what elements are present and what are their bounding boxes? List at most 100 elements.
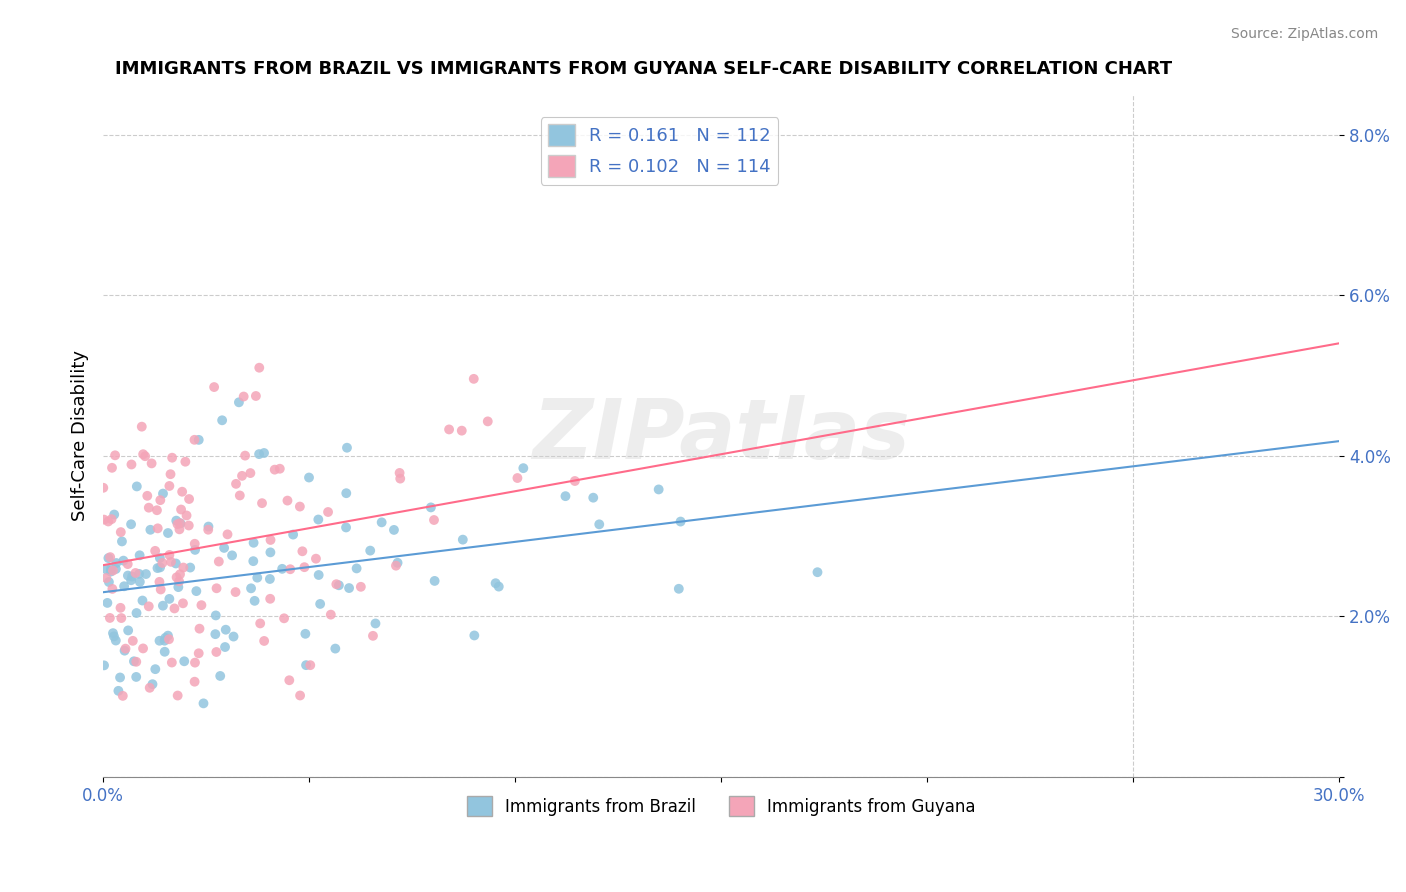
Point: [328, 578, 350, 592]
Point: [305, 551, 328, 566]
Point: [278, 562, 301, 576]
Point: [152, 599, 174, 613]
Point: [288, 689, 311, 703]
Point: [187, 433, 209, 447]
Point: [177, 491, 200, 506]
Point: [97, 515, 120, 529]
Point: [117, 568, 139, 582]
Text: Source: ZipAtlas.com: Source: ZipAtlas.com: [1230, 27, 1378, 41]
Point: [110, 525, 132, 540]
Point: [239, 466, 262, 480]
Point: [242, 554, 264, 568]
Point: [148, 633, 170, 648]
Point: [269, 461, 291, 475]
Point: [157, 591, 180, 606]
Point: [271, 562, 294, 576]
Point: [295, 658, 318, 673]
Point: [423, 513, 446, 527]
Point: [246, 571, 269, 585]
Point: [149, 551, 172, 566]
Point: [141, 456, 163, 470]
Point: [165, 514, 187, 528]
Point: [346, 561, 368, 575]
Point: [242, 535, 264, 549]
Text: ZIPatlas: ZIPatlas: [533, 395, 910, 476]
Point: [359, 543, 381, 558]
Point: [100, 512, 122, 526]
Point: [323, 641, 346, 656]
Point: [169, 522, 191, 536]
Point: [389, 472, 412, 486]
Point: [134, 449, 156, 463]
Point: [253, 446, 276, 460]
Point: [96, 571, 118, 585]
Point: [98, 611, 121, 625]
Point: [128, 566, 150, 581]
Point: [276, 493, 298, 508]
Point: [387, 556, 409, 570]
Point: [291, 544, 314, 558]
Point: [136, 489, 159, 503]
Point: [336, 441, 359, 455]
Point: [104, 562, 127, 576]
Point: [172, 596, 194, 610]
Point: [419, 500, 441, 515]
Point: [214, 640, 236, 654]
Point: [138, 681, 160, 695]
Point: [141, 677, 163, 691]
Point: [247, 447, 270, 461]
Point: [149, 560, 172, 574]
Point: [451, 533, 474, 547]
Point: [132, 641, 155, 656]
Point: [240, 582, 263, 596]
Point: [131, 593, 153, 607]
Point: [93, 658, 115, 673]
Point: [167, 574, 190, 589]
Point: [325, 577, 347, 591]
Point: [423, 574, 446, 588]
Point: [160, 656, 183, 670]
Point: [121, 458, 143, 472]
Point: [582, 491, 605, 505]
Point: [385, 558, 408, 573]
Point: [253, 634, 276, 648]
Point: [169, 567, 191, 582]
Point: [309, 597, 332, 611]
Point: [335, 486, 357, 500]
Point: [112, 579, 135, 593]
Point: [111, 534, 134, 549]
Point: [152, 556, 174, 570]
Point: [174, 455, 197, 469]
Point: [149, 493, 172, 508]
Point: [101, 564, 124, 578]
Point: [463, 628, 485, 642]
Point: [217, 527, 239, 541]
Point: [157, 479, 180, 493]
Point: [184, 542, 207, 557]
Point: [250, 496, 273, 510]
Point: [98, 550, 121, 565]
Point: [100, 562, 122, 576]
Point: [97, 551, 120, 566]
Point: [554, 489, 576, 503]
Point: [125, 670, 148, 684]
Point: [187, 646, 209, 660]
Point: [157, 632, 180, 647]
Text: IMMIGRANTS FROM BRAZIL VS IMMIGRANTS FROM GUYANA SELF-CARE DISABILITY CORRELATIO: IMMIGRANTS FROM BRAZIL VS IMMIGRANTS FRO…: [115, 60, 1173, 78]
Point: [110, 611, 132, 625]
Point: [247, 360, 270, 375]
Point: [197, 523, 219, 537]
Point: [263, 463, 285, 477]
Point: [173, 654, 195, 668]
Point: [146, 503, 169, 517]
Point: [166, 517, 188, 532]
Point: [215, 623, 238, 637]
Point: [143, 662, 166, 676]
Point: [105, 556, 128, 570]
Point: [243, 594, 266, 608]
Point: [103, 629, 125, 643]
Point: [229, 488, 252, 502]
Point: [259, 545, 281, 559]
Point: [364, 616, 387, 631]
Point: [294, 560, 316, 574]
